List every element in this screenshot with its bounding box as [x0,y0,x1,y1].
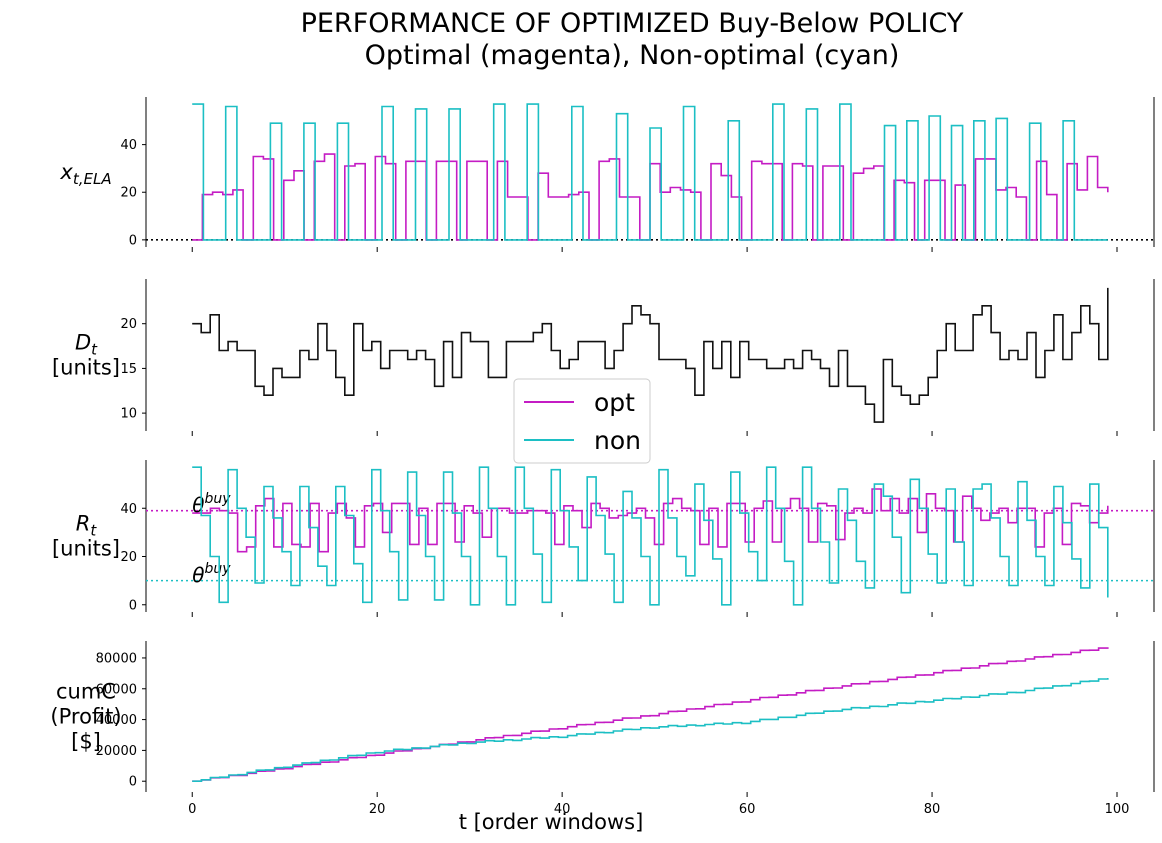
y-tick-label: 20 [120,317,137,332]
y-tick-label: 80000 [96,651,137,666]
series-non-line [192,103,1108,241]
y-axis-label: [$] [71,730,101,754]
series-demand-line [192,287,1109,423]
y-tick-label: 0 [129,598,137,613]
x-tick-label: 80 [924,802,941,817]
y-tick-label: 20 [120,550,137,565]
y-tick-label: 20 [120,186,137,201]
y-axis-label: xt,ELA [59,160,111,188]
legend-opt-label: opt [594,388,635,417]
y-tick-label: 0 [129,233,137,248]
chart-title-line1: PERFORMANCE OF OPTIMIZED Buy-Below POLIC… [301,8,964,39]
series-non-line [192,466,1109,606]
y-tick-label: 0 [129,775,137,790]
y-axis-label: [units] [52,537,120,561]
y-tick-label: 20000 [96,744,137,759]
legend: opt non [513,378,651,464]
y-axis-label: (Profit) [50,705,121,729]
x-tick-label: 0 [188,802,196,817]
series-opt-line [192,647,1109,782]
subplot-4: 0 20000 40000 60000 80000 0 20 40 60 80 100 cumC(Pr… [50,641,1155,817]
legend-box [513,378,651,464]
chart-title-line2: Optimal (magenta), Non-optimal (cyan) [365,40,900,71]
subplots: 02040xt,ELA101520Dt[units]02040Rt[units]… [50,97,1155,817]
y-tick-label: 15 [120,362,137,377]
y-tick-label: 40 [120,502,137,517]
y-tick-label: 60000 [96,682,137,697]
series-opt-line [192,488,1109,553]
y-axis-label: Dt [75,331,98,359]
subplot-1: 0 20 40 xt,ELA [59,97,1155,252]
legend-non-label: non [594,426,641,455]
x-axis-label: t [order windows] [459,810,644,834]
x-tick-label: 40 [554,802,571,817]
x-tick-label: 20 [369,802,386,817]
y-axis-label: [units] [52,356,120,380]
subplot-2: 10 15 20 Dt[units] [52,279,1155,436]
series-non-line [192,678,1109,782]
y-tick-label: 10 [120,407,137,422]
x-tick-label: 60 [739,802,756,817]
theta-buy-label: θbuy [192,561,231,587]
y-axis-label: Rt [76,512,98,540]
y-axis-label: cumC [56,680,116,704]
x-tick-label: 100 [1105,802,1130,817]
y-tick-label: 40 [120,138,137,153]
y-tick-label: 40000 [96,713,137,728]
